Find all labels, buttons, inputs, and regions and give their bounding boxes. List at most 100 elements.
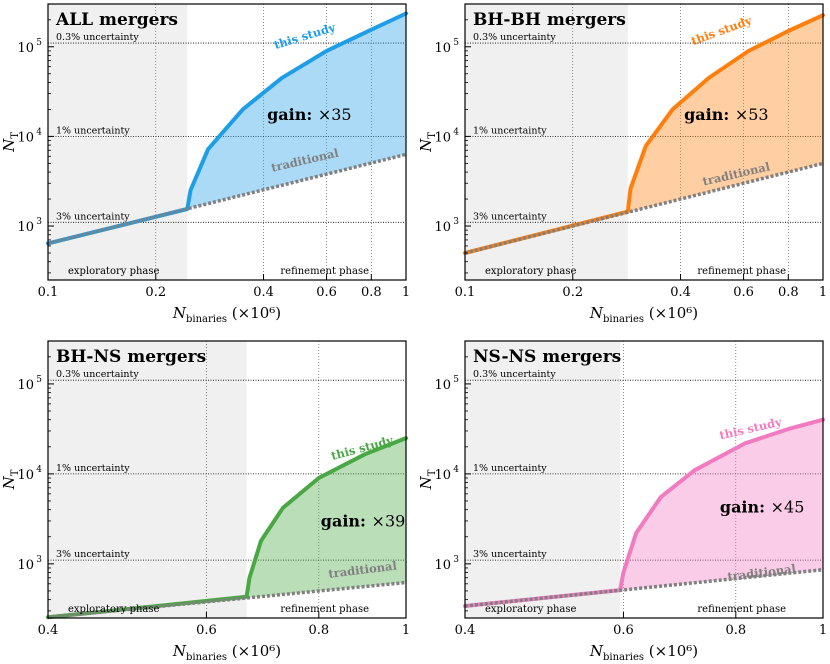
traditional-line [47,152,407,246]
y-tick-exponent: 5 [36,38,42,48]
y-tick-label: 10 [434,220,451,235]
uncertainty-label: 0.3% uncertainty [473,369,556,380]
x-tick-label: 0.4 [670,285,691,300]
exploratory-region [48,4,188,280]
y-tick-label: 10 [17,558,34,573]
plot-frame [464,340,824,619]
gain-label: gain: ×45 [720,498,805,517]
y-tick-label: 10 [17,378,34,393]
x-tick-label: 1 [402,623,410,638]
y-axis-label: NT [0,132,21,153]
exploratory-region [48,341,247,618]
refinement-label: refinement phase [280,266,369,277]
exploratory-region [465,4,628,280]
x-tick-label: 0.8 [725,623,746,638]
gain-label: gain: ×39 [321,512,406,531]
uncertainty-label: 0.3% uncertainty [473,32,556,43]
panel-bhns: 0.3% uncertainty 1% uncertainty 3% uncerta… [0,340,410,663]
y-tick-label: 10 [434,41,451,56]
x-tick-label: 0.6 [733,285,754,300]
exploratory-label: exploratory phase [68,604,160,615]
refinement-label: refinement phase [280,604,369,615]
y-tick-exponent: 5 [453,38,459,48]
study-curve [463,417,825,608]
y-tick-exponent: 4 [453,465,459,475]
y-tick-label: 10 [434,558,451,573]
exploratory-label: exploratory phase [485,266,577,277]
x-tick-label: 1 [819,285,827,300]
x-tick-label: 0.6 [196,623,217,638]
plot-frame [47,340,407,619]
uncertainty-label: 3% uncertainty [473,549,547,560]
y-tick-exponent: 3 [453,217,459,227]
gain-label: gain: ×35 [267,105,352,124]
y-tick-exponent: 5 [453,375,459,385]
y-tick-label: 10 [17,468,34,483]
x-tick-label: 0.8 [308,623,329,638]
y-tick-exponent: 3 [36,217,42,227]
plot-frame [47,3,407,281]
y-tick-exponent: 3 [453,555,459,565]
gain-area [627,15,823,213]
panel-bhbh: 0.3% uncertainty 1% uncertainty 3% uncerta… [417,3,827,325]
x-tick-label: 0.4 [38,623,59,638]
study-curve [46,436,408,620]
study-curve [46,11,408,246]
gain-area [620,419,823,591]
x-tick-label: 1 [402,285,410,300]
x-tick-label: 0.8 [361,285,382,300]
x-tick-label: 0.8 [778,285,799,300]
y-axis-label: NT [0,469,21,490]
study-label: this study [689,13,754,48]
gain-label: gain: ×53 [684,105,769,124]
y-tick-label: 10 [434,468,451,483]
uncertainty-label: 3% uncertainty [473,211,547,222]
y-axis-label: NT [417,132,438,153]
y-tick-exponent: 3 [36,555,42,565]
uncertainty-label: 0.3% uncertainty [56,32,139,43]
y-tick-exponent: 4 [36,465,42,475]
gain-area [246,438,406,598]
panel-all: 0.3% uncertainty 1% uncertainty 3% uncerta… [0,3,410,325]
uncertainty-label: 3% uncertainty [56,549,130,560]
x-axis-label: Nbinaries (×10⁶) [172,304,281,325]
x-tick-label: 0.1 [455,285,476,300]
y-tick-label: 10 [17,130,34,145]
study-label: this study [272,20,337,52]
refinement-label: refinement phase [697,266,786,277]
x-tick-label: 0.6 [613,623,634,638]
panel-title: BH-NS mergers [56,347,206,367]
x-tick-label: 1 [819,623,827,638]
y-tick-label: 10 [434,378,451,393]
y-tick-exponent: 4 [453,127,459,137]
y-axis-label: NT [417,469,438,490]
uncertainty-label: 1% uncertainty [473,125,547,136]
x-tick-label: 0.2 [562,285,583,300]
traditional-line [464,161,824,255]
uncertainty-label: 3% uncertainty [56,211,130,222]
x-tick-label: 0.4 [253,285,274,300]
x-tick-label: 0.1 [38,285,59,300]
panel-nsns: 0.3% uncertainty 1% uncertainty 3% uncerta… [417,340,827,663]
panel-title: NS-NS mergers [473,347,621,367]
x-axis-label: Nbinaries (×10⁶) [172,642,281,663]
exploratory-label: exploratory phase [68,266,160,277]
gain-area [187,13,406,209]
x-axis-label: Nbinaries (×10⁶) [589,304,698,325]
panel-title: ALL mergers [55,10,178,30]
uncertainty-label: 1% uncertainty [473,463,547,474]
y-tick-label: 10 [17,41,34,56]
x-tick-label: 0.2 [145,285,166,300]
x-tick-label: 0.6 [316,285,337,300]
plot-frame [464,3,824,281]
exploratory-label: exploratory phase [485,604,577,615]
x-tick-label: 0.4 [455,623,476,638]
uncertainty-label: 1% uncertainty [56,125,130,136]
y-tick-label: 10 [17,220,34,235]
uncertainty-label: 0.3% uncertainty [56,369,139,380]
x-axis-label: Nbinaries (×10⁶) [589,642,698,663]
y-tick-exponent: 5 [36,375,42,385]
exploratory-region [465,341,621,618]
study-curve [463,13,825,255]
